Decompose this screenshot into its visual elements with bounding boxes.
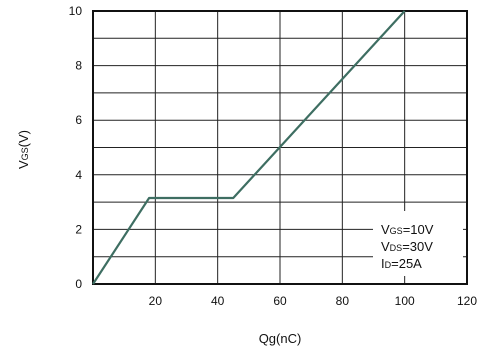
condition-id: ID=25A bbox=[381, 256, 422, 271]
plot-area-frame bbox=[92, 10, 468, 285]
y-axis-ticks: 0 2 4 6 8 10 bbox=[69, 4, 83, 291]
series-line bbox=[92, 10, 406, 285]
y-tick-label: 2 bbox=[75, 222, 82, 236]
y-tick-label: 6 bbox=[75, 113, 82, 127]
y-tick-label: 10 bbox=[69, 4, 83, 18]
condition-box bbox=[373, 211, 463, 276]
x-tick-label: 40 bbox=[211, 294, 225, 308]
x-axis-label: Qg(nC) bbox=[259, 331, 302, 346]
y-axis-label-unit: (V) bbox=[16, 130, 31, 147]
x-tick-label: 120 bbox=[457, 294, 477, 308]
y-axis-label: VGS(V) bbox=[16, 130, 31, 169]
series-layer bbox=[92, 10, 406, 285]
y-axis-label-main: V bbox=[16, 160, 31, 169]
y-tick-label: 0 bbox=[75, 277, 82, 291]
condition-vds: VDS=30V bbox=[381, 239, 433, 254]
x-tick-label: 80 bbox=[336, 294, 350, 308]
y-tick-label: 8 bbox=[75, 59, 82, 73]
condition-vgs: VGS=10V bbox=[381, 222, 434, 237]
x-axis-ticks: 20 40 60 80 100 120 bbox=[149, 294, 478, 308]
y-tick-label: 4 bbox=[75, 168, 82, 182]
test-conditions: VGS=10V VDS=30V ID=25A bbox=[381, 222, 434, 271]
x-tick-label: 100 bbox=[395, 294, 415, 308]
grid-lines bbox=[93, 11, 467, 284]
x-tick-label: 20 bbox=[149, 294, 163, 308]
y-axis-label-subscript: GS bbox=[20, 147, 30, 160]
x-tick-label: 60 bbox=[273, 294, 287, 308]
